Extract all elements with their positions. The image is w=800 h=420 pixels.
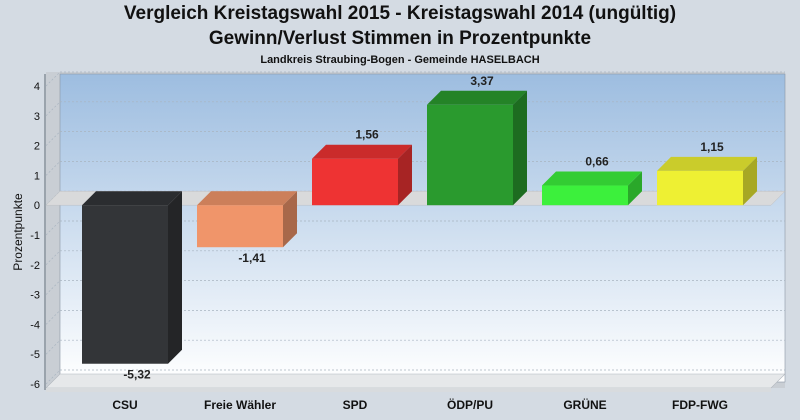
bar-side: [283, 191, 297, 248]
y-tick-label: -5: [30, 349, 40, 361]
data-label: 0,66: [585, 155, 609, 169]
y-tick-label: 3: [34, 111, 40, 123]
chart-floor: [45, 373, 786, 389]
bar-top: [312, 144, 412, 159]
gridline-side: [45, 71, 61, 87]
chart-caption: Landkreis Straubing-Bogen - Gemeinde HAS…: [260, 54, 540, 66]
y-tick-label: 2: [34, 141, 40, 153]
data-label: 3,37: [470, 74, 494, 88]
gridline-side: [45, 369, 61, 385]
bar: [312, 158, 398, 206]
data-label: 1,56: [355, 128, 379, 142]
data-label: -1,41: [238, 251, 266, 265]
bar-top: [197, 191, 297, 206]
y-tick-label: -2: [30, 260, 40, 272]
y-axis-label: Prozentpunkte: [11, 193, 25, 271]
bar-side: [513, 90, 527, 206]
y-tick-label: -6: [30, 379, 40, 391]
bar-side: [398, 144, 412, 206]
y-tick-label: -4: [30, 319, 40, 331]
gridline-side: [45, 250, 61, 266]
y-tick-label: -3: [30, 290, 40, 302]
x-tick-label: SPD: [343, 398, 368, 412]
chart-floor-edge: [46, 388, 771, 392]
bar-side: [168, 191, 182, 364]
y-tick-label: 4: [34, 81, 40, 93]
bar: [542, 185, 628, 206]
gridline-side: [45, 161, 61, 176]
bar-top: [542, 171, 642, 186]
bar: [82, 205, 168, 364]
bar-top: [82, 191, 182, 206]
gridline-side: [45, 220, 61, 236]
y-tick-label: 0: [34, 200, 40, 212]
y-axis-line: [44, 74, 46, 390]
bar: [427, 104, 513, 206]
gridline-side: [45, 339, 61, 355]
y-tick-label: 1: [34, 170, 40, 182]
gridline-side: [45, 101, 61, 117]
gridline-side: [45, 280, 61, 295]
bar-top: [427, 90, 527, 105]
chart-title: Vergleich Kreistagswahl 2015 - Kreistags…: [123, 3, 677, 24]
gridline-side: [45, 131, 61, 146]
bar: [197, 205, 283, 248]
x-tick-label: GRÜNE: [563, 397, 606, 412]
x-tick-label: CSU: [112, 398, 137, 412]
bar-side: [628, 171, 642, 206]
x-tick-label: FDP-FWG: [672, 398, 728, 412]
data-label: 1,15: [700, 140, 724, 154]
x-tick-label: Freie Wähler: [204, 398, 276, 412]
chart-subtitle: Gewinn/Verlust Stimmen in Prozentpunkte: [208, 28, 592, 49]
data-label: -5,32: [123, 368, 151, 382]
bar-top: [657, 156, 757, 171]
x-tick-label: ÖDP/PU: [447, 397, 493, 412]
bar-side: [743, 156, 757, 206]
gridline-side: [45, 310, 61, 325]
y-tick-label: -1: [30, 230, 40, 242]
bar: [657, 170, 743, 206]
